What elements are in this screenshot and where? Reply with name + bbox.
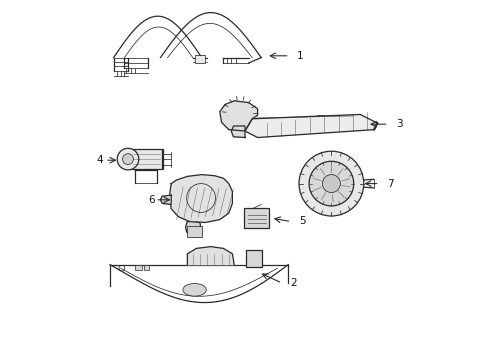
Circle shape xyxy=(322,175,341,193)
Polygon shape xyxy=(220,101,258,131)
Text: 1: 1 xyxy=(297,51,304,61)
FancyBboxPatch shape xyxy=(144,265,149,270)
FancyBboxPatch shape xyxy=(187,226,202,237)
FancyBboxPatch shape xyxy=(195,55,205,63)
Polygon shape xyxy=(231,126,245,138)
Text: 4: 4 xyxy=(97,155,103,165)
FancyBboxPatch shape xyxy=(135,265,142,270)
Polygon shape xyxy=(245,114,377,138)
Text: 2: 2 xyxy=(290,278,296,288)
Text: 6: 6 xyxy=(148,195,154,205)
Text: 5: 5 xyxy=(299,216,306,226)
FancyBboxPatch shape xyxy=(245,250,262,267)
Circle shape xyxy=(309,161,354,206)
Polygon shape xyxy=(187,247,234,265)
FancyBboxPatch shape xyxy=(131,149,163,169)
Circle shape xyxy=(299,151,364,216)
Circle shape xyxy=(117,148,139,170)
Ellipse shape xyxy=(183,284,206,296)
Circle shape xyxy=(122,154,133,165)
Polygon shape xyxy=(186,221,201,235)
FancyBboxPatch shape xyxy=(244,208,270,228)
Polygon shape xyxy=(160,195,171,204)
Text: 7: 7 xyxy=(387,179,394,189)
Text: 3: 3 xyxy=(396,119,403,129)
Polygon shape xyxy=(170,175,232,222)
